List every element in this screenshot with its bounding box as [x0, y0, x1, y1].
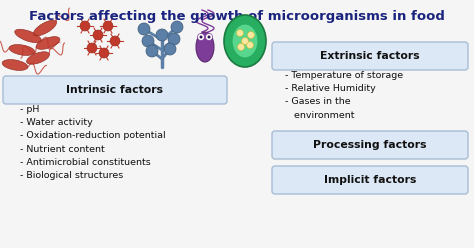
- FancyBboxPatch shape: [272, 166, 468, 194]
- Ellipse shape: [224, 15, 266, 67]
- Ellipse shape: [15, 29, 41, 43]
- Circle shape: [156, 29, 168, 41]
- Text: Processing factors: Processing factors: [313, 140, 427, 150]
- Circle shape: [247, 31, 255, 38]
- Text: - Temperature of storage
- Relative Humidity
- Gases in the
   environment: - Temperature of storage - Relative Humi…: [285, 71, 403, 120]
- Circle shape: [80, 21, 90, 31]
- Text: Factors affecting the growth of microorganisms in food: Factors affecting the growth of microorg…: [29, 10, 445, 23]
- Circle shape: [142, 35, 154, 47]
- Ellipse shape: [27, 52, 49, 64]
- Circle shape: [87, 43, 97, 53]
- Text: Intrinsic factors: Intrinsic factors: [66, 85, 164, 95]
- Circle shape: [110, 36, 120, 46]
- Circle shape: [206, 33, 212, 40]
- Ellipse shape: [196, 32, 214, 62]
- Text: Implicit factors: Implicit factors: [324, 175, 416, 185]
- Circle shape: [168, 33, 180, 45]
- FancyBboxPatch shape: [272, 42, 468, 70]
- Ellipse shape: [9, 45, 35, 55]
- Circle shape: [237, 43, 245, 51]
- FancyBboxPatch shape: [272, 131, 468, 159]
- Circle shape: [198, 33, 204, 40]
- Circle shape: [171, 21, 183, 33]
- Ellipse shape: [2, 60, 28, 70]
- Text: - pH
- Water activity
- Oxidation-reduction potential
- Nutrient content
- Antim: - pH - Water activity - Oxidation-reduct…: [20, 105, 165, 180]
- Circle shape: [200, 35, 202, 38]
- Circle shape: [146, 45, 158, 57]
- FancyBboxPatch shape: [3, 76, 227, 104]
- Circle shape: [93, 30, 103, 40]
- Ellipse shape: [36, 37, 60, 49]
- Circle shape: [103, 21, 113, 31]
- Text: Extrinsic factors: Extrinsic factors: [320, 51, 420, 61]
- Circle shape: [164, 43, 176, 55]
- Circle shape: [138, 23, 150, 35]
- Circle shape: [241, 37, 248, 44]
- Circle shape: [246, 41, 254, 49]
- Circle shape: [208, 35, 210, 38]
- Ellipse shape: [34, 20, 56, 36]
- Ellipse shape: [232, 24, 258, 58]
- Circle shape: [237, 30, 244, 36]
- Circle shape: [99, 48, 109, 58]
